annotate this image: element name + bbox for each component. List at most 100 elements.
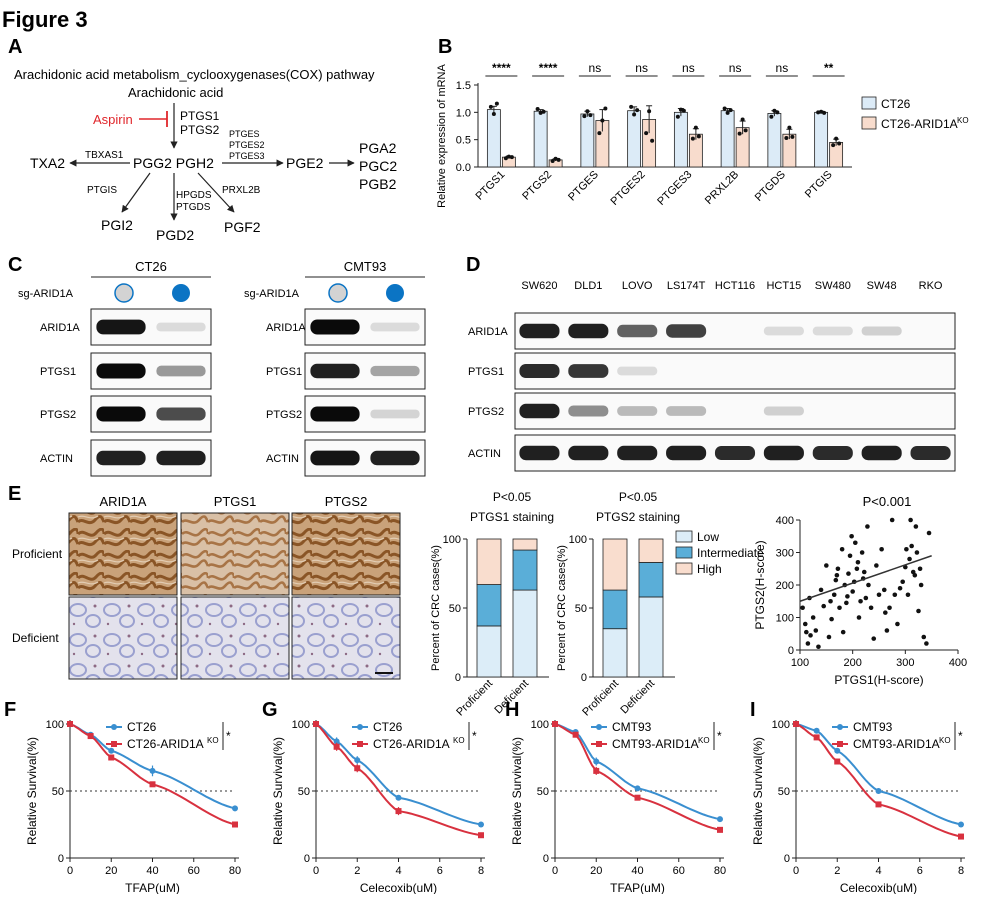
data-point bbox=[634, 794, 641, 801]
data-point bbox=[772, 108, 777, 113]
scatter-point bbox=[881, 587, 887, 593]
data-point bbox=[831, 143, 836, 148]
c1-band bbox=[370, 322, 420, 332]
ihc-tile bbox=[291, 596, 401, 680]
scatter-point bbox=[813, 628, 819, 633]
protein-label: ACTIN bbox=[468, 448, 501, 460]
data-point bbox=[834, 747, 841, 754]
stacked-segment bbox=[602, 628, 628, 678]
data-point bbox=[822, 110, 827, 115]
cell-line-label: CMT93 bbox=[344, 259, 387, 274]
significance-label: ns bbox=[682, 61, 695, 75]
mrna-expression-bar-chart: 0.0 0.5 1.0 1.5 Relative expression of mRNA P… bbox=[436, 61, 969, 208]
scatter-point bbox=[900, 579, 905, 585]
c0-band bbox=[96, 406, 146, 422]
scatter-point bbox=[834, 572, 840, 578]
panel-label-h: H bbox=[505, 699, 519, 721]
y-axis-label: Relative Survival(%) bbox=[510, 737, 524, 845]
d-band bbox=[617, 366, 658, 376]
d-band bbox=[617, 406, 658, 416]
c0-band bbox=[156, 322, 206, 332]
d-band bbox=[714, 445, 756, 461]
scatter-point bbox=[892, 592, 898, 598]
data-point bbox=[696, 134, 701, 139]
d-band bbox=[519, 403, 560, 419]
data-point bbox=[837, 141, 842, 146]
data-point bbox=[232, 805, 238, 812]
d-band bbox=[666, 445, 707, 461]
x-tick-label: 6 bbox=[437, 865, 443, 877]
x-tick-label: 0 bbox=[313, 865, 319, 877]
node-pge2: PGE2 bbox=[286, 155, 324, 171]
legend-superscript: KO bbox=[453, 736, 465, 745]
y-tick-label: 50 bbox=[778, 786, 790, 798]
scatter-point bbox=[849, 533, 854, 539]
x-axis-label: TFAP(uM) bbox=[610, 881, 665, 894]
data-point bbox=[632, 112, 637, 117]
d-band bbox=[666, 324, 707, 338]
y-tick-label: 0 bbox=[784, 853, 790, 865]
scatter-point bbox=[818, 587, 824, 593]
enzyme-hpgds: HPGDS bbox=[176, 190, 212, 201]
data-point bbox=[149, 767, 156, 774]
sg-row-label: sg-ARID1A bbox=[244, 288, 300, 300]
cox-pathway-diagram: Arachidonic acid metabolism_cyclooxygena… bbox=[14, 67, 397, 243]
enzyme-tbxas1: TBXAS1 bbox=[85, 150, 124, 161]
stacked-segment bbox=[476, 538, 502, 585]
ihc-tile bbox=[180, 512, 290, 596]
y-tick-label: 100 bbox=[443, 534, 461, 546]
scatter-point bbox=[824, 563, 829, 568]
data-point bbox=[597, 131, 602, 136]
chart-subtitle: PTGS2 staining bbox=[596, 510, 680, 524]
scatter-point bbox=[816, 644, 821, 650]
scatter-point bbox=[821, 603, 826, 609]
y-axis-label: Relative Survival(%) bbox=[751, 737, 765, 845]
scatter-point bbox=[913, 524, 919, 529]
data-point bbox=[629, 104, 634, 109]
ihc-tile bbox=[68, 596, 178, 680]
legend-swatch bbox=[675, 546, 693, 559]
scatter-point bbox=[833, 577, 839, 583]
scatter-point bbox=[829, 616, 834, 622]
data-point bbox=[494, 101, 499, 106]
scatter-point bbox=[831, 592, 837, 598]
scatter-point bbox=[876, 592, 882, 598]
panel-label-f: F bbox=[4, 699, 16, 721]
stacked-segment bbox=[512, 589, 538, 678]
data-point bbox=[787, 125, 792, 130]
scatter-point bbox=[883, 610, 888, 615]
data-point bbox=[478, 821, 484, 828]
data-point bbox=[593, 758, 600, 765]
data-point bbox=[600, 118, 605, 123]
data-point bbox=[725, 110, 730, 115]
node-txa2: TXA2 bbox=[30, 155, 65, 171]
data-point bbox=[333, 743, 340, 750]
stacked-segment bbox=[512, 549, 538, 591]
scatter-point bbox=[863, 595, 869, 601]
significance-label: ns bbox=[635, 61, 648, 75]
chart-title: P<0.05 bbox=[493, 490, 532, 504]
legend-label: CT26-ARID1A bbox=[127, 737, 204, 751]
data-point bbox=[553, 156, 558, 161]
panel-label-g: G bbox=[262, 699, 278, 721]
lane-sg-marker bbox=[172, 284, 190, 302]
scatter-point bbox=[856, 615, 862, 620]
data-point bbox=[644, 131, 649, 136]
significance-label: ns bbox=[589, 61, 602, 75]
c0-band bbox=[156, 407, 206, 421]
legend-superscript: KO bbox=[207, 736, 219, 745]
data-point bbox=[740, 117, 745, 122]
scatter-point bbox=[912, 572, 918, 578]
sg-row-label: sg-ARID1A bbox=[18, 288, 74, 300]
enzyme-ptges2: PTGES2 bbox=[229, 140, 265, 150]
d-band bbox=[568, 323, 609, 339]
category-label: PTGES2 bbox=[609, 169, 648, 208]
panel-label-i: I bbox=[750, 699, 756, 721]
d-band bbox=[812, 326, 853, 336]
data-point bbox=[67, 721, 73, 727]
c1-band bbox=[370, 450, 420, 466]
data-point bbox=[784, 136, 789, 141]
data-point bbox=[737, 131, 742, 136]
x-tick-label: 20 bbox=[590, 865, 602, 877]
y-tick-label: 100 bbox=[776, 613, 794, 625]
